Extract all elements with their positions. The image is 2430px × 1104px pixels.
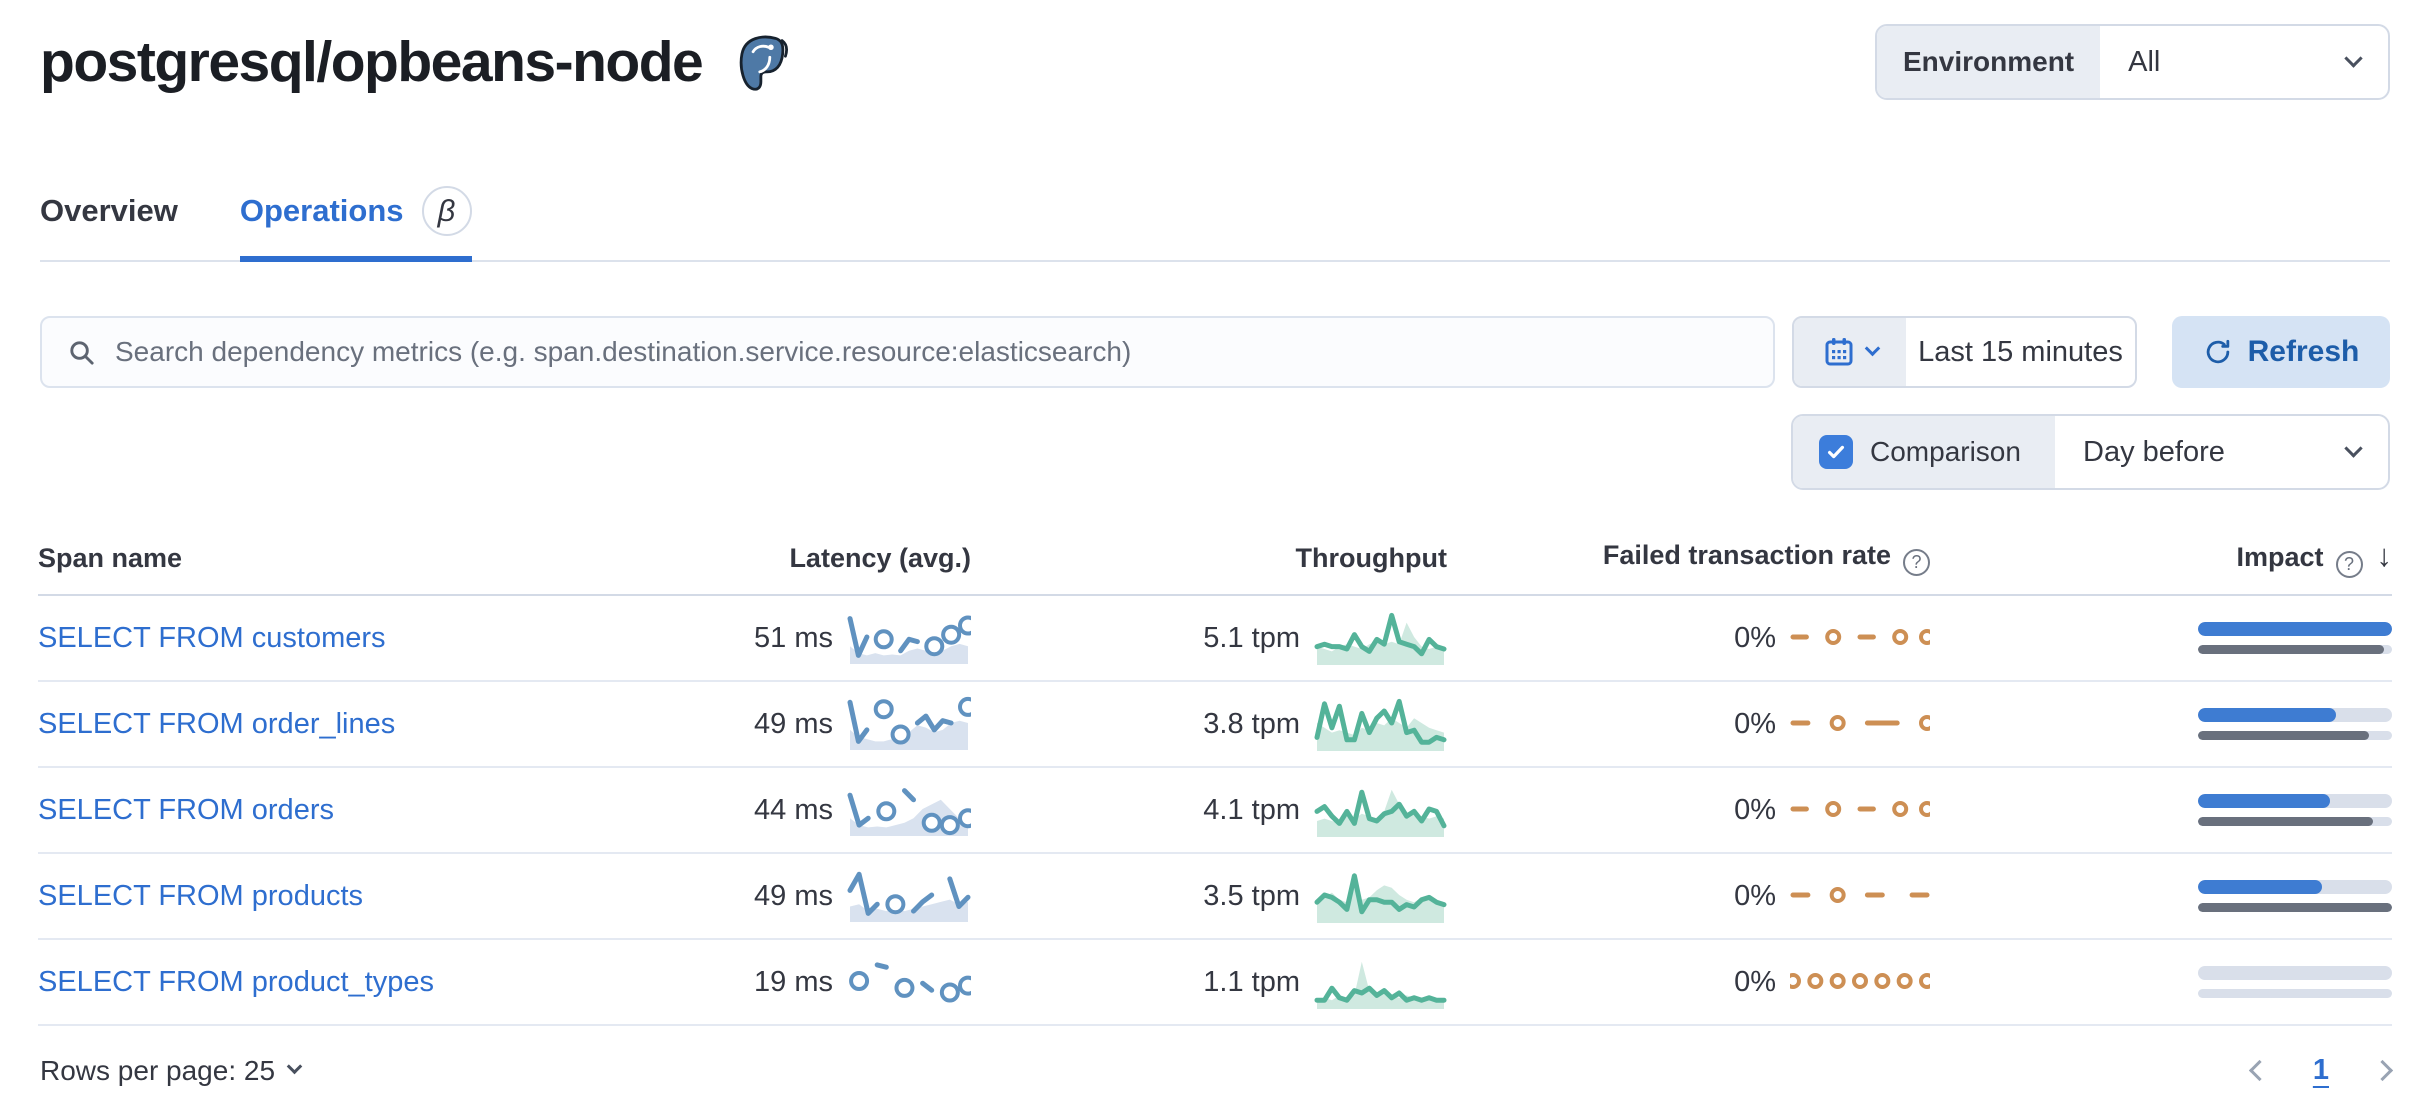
failed-rate-value: 0% [1734, 879, 1776, 912]
previous-page-button[interactable] [2248, 1059, 2270, 1082]
latency-sparkline [847, 609, 971, 667]
tab-operations[interactable]: Operations β [239, 186, 472, 262]
environment-select[interactable]: Environment All [1875, 24, 2390, 100]
comparison-value: Day before [2083, 435, 2225, 468]
comparison-select[interactable]: Comparison Day before [1791, 414, 2390, 490]
column-header-span-name: Span name [38, 520, 731, 596]
table-row: SELECT FROM orders 44 ms 4.1 tpm 0% [38, 767, 2392, 854]
search-icon [66, 337, 97, 368]
span-name-link[interactable]: SELECT FROM products [38, 879, 364, 912]
latency-value: 19 ms [754, 965, 833, 998]
latency-sparkline [847, 781, 971, 839]
impact-bars [1930, 880, 2392, 912]
latency-sparkline [847, 695, 971, 753]
throughput-sparkline [1314, 608, 1447, 668]
refresh-button[interactable]: Refresh [2172, 316, 2390, 388]
chevron-down-icon [2344, 439, 2363, 458]
refresh-icon [2203, 337, 2233, 367]
latency-sparkline [847, 867, 971, 925]
failed-rate-value: 0% [1734, 793, 1776, 826]
table-row: SELECT FROM order_lines 49 ms 3.8 tpm 0% [38, 681, 2392, 768]
impact-bars [1930, 966, 2392, 998]
failed-rate-sparkline [1790, 707, 1930, 741]
column-header-failed-rate[interactable]: Failed transaction rate [1447, 520, 1930, 596]
throughput-value: 4.1 tpm [1203, 793, 1300, 826]
page-number[interactable]: 1 [2312, 1054, 2329, 1086]
failed-rate-value: 0% [1734, 621, 1776, 654]
throughput-value: 1.1 tpm [1203, 965, 1300, 998]
time-range-value[interactable]: Last 15 minutes [1918, 335, 2123, 368]
latency-value: 51 ms [754, 621, 833, 654]
chevron-down-icon [2344, 49, 2363, 68]
chevron-down-icon [286, 1058, 303, 1075]
table-header-row: Span name Latency (avg.) Throughput Fail… [38, 520, 2393, 596]
calendar-icon [1823, 336, 1855, 368]
failed-rate-sparkline [1790, 793, 1930, 827]
toolbar: Last 15 minutes Refresh [40, 316, 2390, 388]
date-picker-toggle[interactable] [1794, 318, 1906, 386]
impact-bars [1930, 622, 2392, 654]
table-row: SELECT FROM product_types 19 ms 1.1 tpm … [38, 939, 2392, 1026]
sort-desc-icon [2377, 538, 2393, 573]
failed-rate-sparkline [1790, 621, 1930, 655]
comparison-label: Comparison [1870, 436, 2021, 467]
environment-value: All [2128, 45, 2161, 78]
latency-sparkline [847, 953, 971, 1011]
span-name-link[interactable]: SELECT FROM order_lines [38, 707, 396, 740]
throughput-value: 3.5 tpm [1203, 879, 1300, 912]
throughput-value: 3.8 tpm [1203, 707, 1300, 740]
postgresql-icon [734, 35, 790, 93]
latency-value: 49 ms [754, 879, 833, 912]
failed-rate-value: 0% [1734, 707, 1776, 740]
page-title: postgresql/opbeans-node [40, 30, 704, 94]
search-box[interactable] [40, 316, 1775, 388]
impact-bars [1930, 708, 2392, 740]
pagination: 1 [2248, 1054, 2394, 1087]
date-picker[interactable]: Last 15 minutes [1792, 316, 2137, 388]
next-page-button[interactable] [2371, 1059, 2394, 1082]
span-name-link[interactable]: SELECT FROM orders [38, 793, 334, 826]
rows-per-page-select[interactable]: Rows per page: 25 [40, 1055, 303, 1087]
failed-rate-value: 0% [1734, 965, 1776, 998]
question-icon[interactable] [2335, 551, 2363, 578]
span-name-link[interactable]: SELECT FROM customers [38, 621, 386, 654]
column-header-throughput[interactable]: Throughput [971, 520, 1447, 596]
beta-badge: β [421, 186, 472, 236]
page-header: postgresql/opbeans-node Environment All [0, 0, 2430, 100]
impact-bars [1930, 794, 2392, 826]
question-icon[interactable] [1903, 549, 1930, 576]
throughput-sparkline [1314, 694, 1447, 754]
search-input[interactable] [115, 336, 1749, 368]
table-footer: Rows per page: 25 1 [40, 1054, 2394, 1087]
environment-label: Environment [1877, 26, 2101, 98]
throughput-sparkline [1314, 866, 1447, 926]
chevron-down-icon [1864, 340, 1880, 357]
failed-rate-sparkline [1790, 879, 1930, 913]
throughput-sparkline [1314, 780, 1447, 840]
column-header-latency[interactable]: Latency (avg.) [731, 520, 971, 596]
latency-value: 44 ms [754, 793, 833, 826]
tab-overview[interactable]: Overview [40, 193, 178, 228]
comparison-checkbox[interactable] [1819, 435, 1853, 469]
throughput-sparkline [1314, 952, 1447, 1012]
comparison-row: Comparison Day before [40, 414, 2390, 490]
table-row: SELECT FROM products 49 ms 3.5 tpm 0% [38, 853, 2392, 940]
operations-table: Span name Latency (avg.) Throughput Fail… [38, 520, 2392, 1026]
latency-value: 49 ms [754, 707, 833, 740]
failed-rate-sparkline [1790, 965, 1930, 999]
column-header-impact[interactable]: Impact [1930, 520, 2393, 596]
table-row: SELECT FROM customers 51 ms 5.1 tpm 0% [38, 595, 2392, 682]
throughput-value: 5.1 tpm [1203, 621, 1300, 654]
tabs: Overview Operations β [40, 186, 2390, 262]
span-name-link[interactable]: SELECT FROM product_types [38, 965, 434, 998]
